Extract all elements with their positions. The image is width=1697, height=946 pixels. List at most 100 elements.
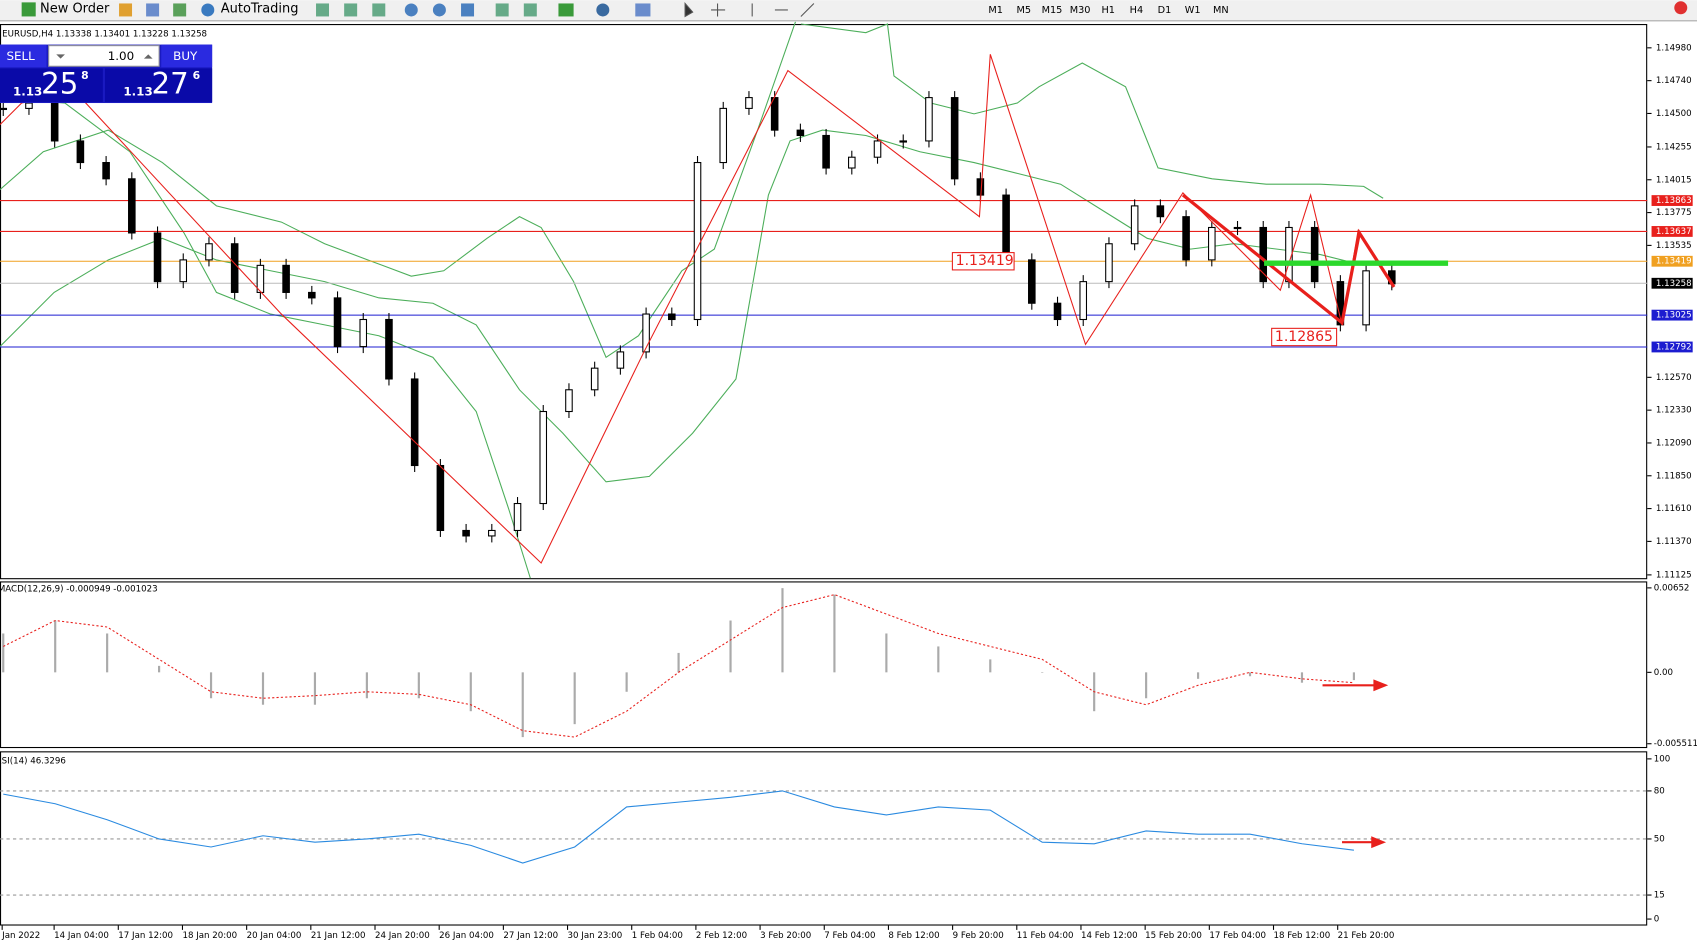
lot-value[interactable]: 1.00	[108, 49, 134, 63]
macd-bar	[729, 620, 732, 673]
macd-bar	[261, 672, 265, 705]
icon[interactable]	[173, 3, 187, 17]
macd-bar	[885, 633, 888, 673]
time-label: 21 Feb 20:00	[1338, 931, 1395, 941]
one-click-panel: SELL 1.00 BUY 1.13 25 8 1.13 27 6	[0, 44, 213, 104]
candle	[50, 102, 59, 142]
level-label: 1.13025	[1656, 311, 1692, 321]
candle	[693, 162, 702, 321]
sell-label[interactable]: SELL	[6, 49, 35, 63]
candle	[1002, 194, 1010, 261]
macd-bar	[1300, 672, 1304, 683]
macd-bar	[1196, 672, 1200, 679]
candle	[976, 178, 985, 196]
sell-button[interactable]	[0, 44, 47, 68]
candle	[462, 529, 470, 537]
chart-header: EURUSD,H4 1.13338 1.13401 1.13228 1.1325…	[2, 29, 207, 39]
time-label: 18 Feb 12:00	[1274, 931, 1331, 941]
bollinger-bands	[0, 21, 1384, 579]
macd-bar	[521, 672, 524, 738]
timeframes: M1 M5 M15 M30 H1 H4 D1 W1 MN	[988, 5, 1228, 16]
annotation-box	[951, 252, 1015, 271]
ask-box[interactable]	[104, 68, 213, 102]
price-tick-label: 1.11850	[1656, 471, 1692, 481]
buy-button[interactable]	[161, 44, 213, 68]
macd-bar	[1352, 672, 1356, 681]
notification[interactable]	[1674, 1, 1688, 15]
candle	[230, 243, 239, 293]
bid-big: 25	[41, 67, 78, 101]
timeframe-button[interactable]: M15	[1042, 5, 1063, 16]
icon[interactable]	[119, 3, 133, 17]
indicator-arrows	[1322, 679, 1389, 849]
buy-label[interactable]: BUY	[173, 49, 198, 63]
auto-trading-button[interactable]: AutoTrading	[221, 1, 299, 16]
candle	[1130, 205, 1139, 245]
price-tick-label: 1.13775	[1656, 208, 1692, 218]
macd-header: MACD(12,26,9) -0.000949 -0.001023	[0, 584, 158, 594]
candle	[822, 134, 830, 169]
time-label: 14 Feb 12:00	[1081, 931, 1138, 941]
macd-tick-label: -0.005511	[1654, 739, 1697, 749]
macd-bar	[469, 672, 472, 712]
time-label: 14 Jan 04:00	[54, 931, 109, 941]
bid-prefix: 1.13	[13, 85, 42, 99]
lot-input[interactable]	[48, 45, 160, 67]
level-label: 1.13637	[1656, 227, 1692, 237]
macd-bar	[833, 594, 836, 673]
bid-box[interactable]	[0, 68, 103, 102]
rsi-tick-label: 15	[1654, 891, 1665, 901]
timeframe-button[interactable]: M1	[988, 5, 1003, 16]
level-badge	[1651, 195, 1693, 206]
level-label: 1.13258	[1656, 279, 1692, 289]
toolbar	[0, 0, 1697, 21]
macd-bar	[989, 659, 992, 673]
candle	[102, 162, 110, 180]
candle	[359, 318, 368, 348]
new-order-icon[interactable]	[21, 2, 36, 17]
candle	[385, 318, 393, 380]
candle	[410, 378, 419, 467]
level-label: 1.12792	[1656, 342, 1692, 352]
price-tick-label: 1.14255	[1656, 142, 1692, 152]
icon[interactable]	[146, 3, 160, 17]
macd-bar	[365, 672, 368, 699]
timeframe-button[interactable]: M30	[1070, 5, 1091, 16]
time-label: 21 Jan 12:00	[311, 931, 366, 941]
timeframe-button[interactable]: D1	[1158, 5, 1172, 16]
arrows	[1181, 193, 1396, 326]
candle	[1079, 281, 1088, 321]
macd-tick-label: 0.00652	[1654, 583, 1690, 593]
candle	[1208, 226, 1216, 261]
level-badge	[1651, 255, 1693, 267]
timeframe-button[interactable]: M5	[1017, 5, 1032, 16]
macd-bar	[209, 672, 213, 699]
timeframe-button[interactable]: H4	[1130, 5, 1144, 16]
candle	[1233, 226, 1242, 230]
timeframe-button[interactable]: MN	[1213, 5, 1229, 16]
timeframe-button[interactable]: H1	[1101, 5, 1115, 16]
macd-signal	[3, 594, 1354, 738]
candle	[848, 156, 856, 169]
auto-trading-icon[interactable]	[201, 3, 215, 17]
annotation-label: 1.12865	[1275, 329, 1333, 345]
ask-big: 27	[152, 67, 189, 101]
candle	[1310, 226, 1319, 283]
macd-bar	[106, 633, 109, 673]
macd-bar	[781, 588, 784, 673]
macd-frame	[0, 581, 1648, 749]
time-label: 15 Feb 20:00	[1145, 931, 1202, 941]
candle	[1053, 302, 1062, 321]
ask-small: 6	[193, 69, 201, 82]
time-label: 17 Feb 04:00	[1209, 931, 1266, 941]
price-tick-label: 1.14500	[1656, 109, 1692, 119]
new-order-button[interactable]: New Order	[40, 1, 110, 16]
time-label: 30 Jan 23:00	[568, 931, 623, 941]
rsi-tick-label: 100	[1654, 754, 1671, 764]
candle	[796, 129, 805, 137]
macd-panel: MACD(12,26,9) -0.000949 -0.001023 0.00652…	[0, 583, 1697, 749]
time-label: 24 Jan 20:00	[375, 931, 430, 941]
macd-bar	[937, 646, 940, 673]
timeframe-button[interactable]: W1	[1185, 5, 1201, 16]
